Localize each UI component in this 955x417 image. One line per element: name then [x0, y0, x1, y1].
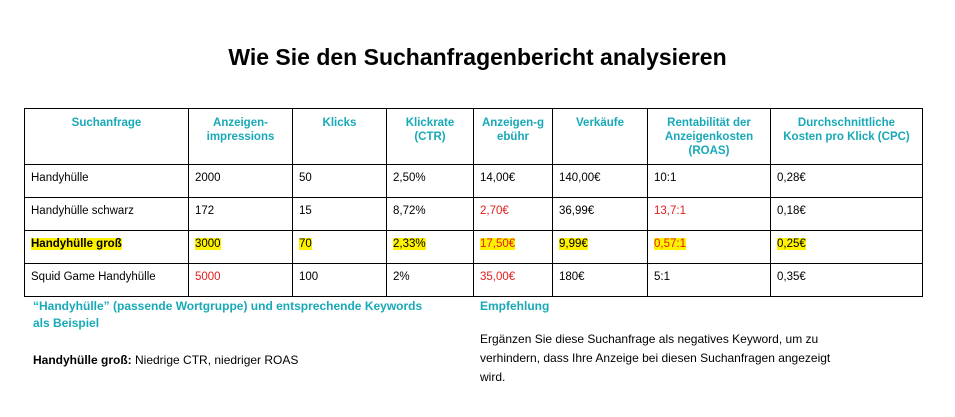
table-row-highlighted: Handyhülle groß 3000 70 2,33% 17,50€ 9,9…: [24, 230, 923, 264]
table-cell: 36,99€: [552, 197, 648, 231]
table-cell: 2,50%: [386, 164, 474, 198]
search-query-report-table: Suchanfrage Anzeigen- impressions Klicks…: [24, 108, 923, 297]
column-header-roas: Rentabilität der Anzeigenkosten (ROAS): [647, 108, 771, 165]
table-cell: 0,18€: [770, 197, 923, 231]
table-row: Handyhülle schwarz 172 15 8,72% 2,70€ 36…: [24, 197, 923, 231]
column-header-impressions: Anzeigen- impressions: [188, 108, 293, 165]
table-cell-highlighted: Handyhülle groß: [24, 230, 189, 264]
recommendation-heading: Empfehlung: [480, 299, 550, 313]
page-title: Wie Sie den Suchanfragenbericht analysie…: [228, 44, 727, 70]
table-cell: 10:1: [647, 164, 771, 198]
highlighted-value: 9,99€: [559, 238, 588, 250]
recommendation-section: Empfehlung Ergänzen Sie diese Suchanfrag…: [480, 298, 845, 387]
example-note: Handyhülle groß: Niedrige CTR, niedriger…: [33, 352, 433, 369]
recommendation-text: Ergänzen Sie diese Suchanfrage als negat…: [480, 332, 831, 384]
table-cell-warning: 2,70€: [473, 197, 553, 231]
table-cell-warning: 13,7:1: [647, 197, 771, 231]
column-header-cpc: Durchschnittliche Kosten pro Klick (CPC): [770, 108, 923, 165]
highlighted-query: Handyhülle groß: [31, 238, 122, 250]
highlighted-value: 0,25€: [777, 238, 806, 250]
column-header-ctr: Klickrate (CTR): [386, 108, 474, 165]
table-cell-warning: 5000: [188, 263, 293, 297]
table-cell: 14,00€: [473, 164, 553, 198]
table-cell: 172: [188, 197, 293, 231]
table-cell: 2000: [188, 164, 293, 198]
table-cell: Handyhülle: [24, 164, 189, 198]
table-cell: 180€: [552, 263, 648, 297]
table-cell: 100: [292, 263, 387, 297]
table-cell-highlighted: 9,99€: [552, 230, 648, 264]
table-cell: 2%: [386, 263, 474, 297]
table-cell: 0,35€: [770, 263, 923, 297]
table-cell-highlighted: 70: [292, 230, 387, 264]
table-cell: Handyhülle schwarz: [24, 197, 189, 231]
table-cell-highlighted: 0,57:1: [647, 230, 771, 264]
example-note-label: Handyhülle groß:: [33, 353, 132, 367]
highlighted-value: 70: [299, 238, 312, 250]
table-cell-highlighted: 17,50€: [473, 230, 553, 264]
example-heading: “Handyhülle” (passende Wortgruppe) und e…: [33, 299, 423, 330]
table-cell: 8,72%: [386, 197, 474, 231]
table-cell-highlighted: 3000: [188, 230, 293, 264]
table-cell-highlighted: 2,33%: [386, 230, 474, 264]
table-cell: 140,00€: [552, 164, 648, 198]
table-header-row: Suchanfrage Anzeigen- impressions Klicks…: [24, 108, 923, 165]
highlighted-warning-value: 0,57:1: [654, 238, 686, 250]
example-section: “Handyhülle” (passende Wortgruppe) und e…: [33, 298, 433, 369]
table-cell-warning: 35,00€: [473, 263, 553, 297]
column-header-verkaeufe: Verkäufe: [552, 108, 648, 165]
table-row: Handyhülle 2000 50 2,50% 14,00€ 140,00€ …: [24, 164, 923, 198]
column-header-klicks: Klicks: [292, 108, 387, 165]
highlighted-value: 2,33%: [393, 238, 426, 250]
table-cell: Squid Game Handyhülle: [24, 263, 189, 297]
highlighted-value: 3000: [195, 238, 221, 250]
highlighted-warning-value: 17,50€: [480, 238, 516, 250]
column-header-anzeigengebuehr: Anzeigen-g ebühr: [473, 108, 553, 165]
table-cell: 15: [292, 197, 387, 231]
example-note-text: Niedrige CTR, niedriger ROAS: [131, 353, 299, 367]
table-cell: 5:1: [647, 263, 771, 297]
table-cell: 0,28€: [770, 164, 923, 198]
column-header-suchanfrage: Suchanfrage: [24, 108, 189, 165]
table-cell-highlighted: 0,25€: [770, 230, 923, 264]
table-row: Squid Game Handyhülle 5000 100 2% 35,00€…: [24, 263, 923, 297]
table-cell: 50: [292, 164, 387, 198]
